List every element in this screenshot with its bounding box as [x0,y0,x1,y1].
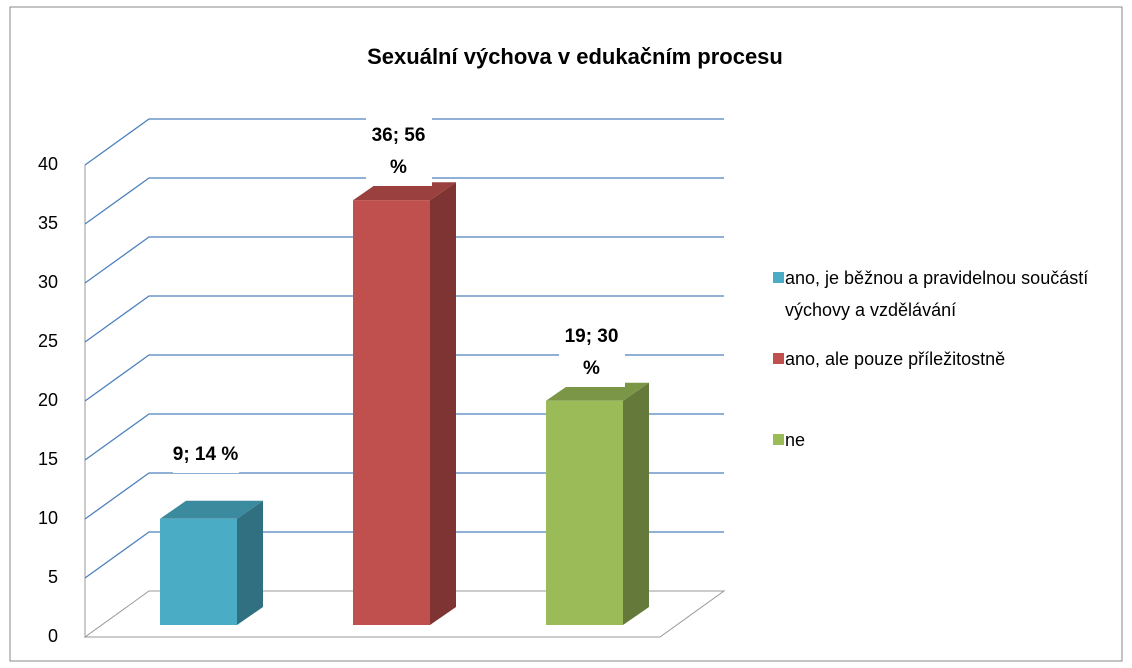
grid-line [84,295,724,343]
grid-line [84,118,724,166]
legend-label: ne [785,430,806,450]
y-tick-label: 10 [38,508,58,528]
y-tick-label: 25 [38,331,58,351]
data-label: 36; 56 % [365,118,432,187]
grid-line [84,177,724,225]
grid-line [84,472,724,520]
bar [160,518,237,625]
bar-side [237,500,263,625]
legend-item: ne [773,424,1123,456]
chart-title: Sexuální výchova v edukačním procesu [367,44,783,69]
y-tick-label: 15 [38,449,58,469]
bar-side [623,382,649,625]
legend-item: ano, ale pouze příležitostně [773,343,1123,375]
legend-label: ano, je běžnou a pravidelnou součástí vý… [785,268,1089,320]
grid-line [84,236,724,284]
bar-side [430,182,456,625]
y-tick-label: 20 [38,390,58,410]
y-tick-label: 30 [38,272,58,292]
y-tick-label: 0 [48,626,58,646]
data-label: 9; 14 % [172,436,239,473]
data-label: 19; 30 % [558,318,625,387]
y-tick-label: 5 [48,567,58,587]
grid-line [84,354,724,402]
bar [353,200,430,625]
grid-line [84,531,724,579]
bar-top [160,500,263,519]
grid-line [84,413,724,461]
legend-swatch [773,434,784,445]
legend-item: ano, je běžnou a pravidelnou součástí vý… [773,262,1123,326]
y-tick-label: 40 [38,154,58,174]
bar-top [353,182,456,201]
legend-label: ano, ale pouze příležitostně [785,349,1006,369]
bar [546,400,623,625]
bar-top [546,382,649,401]
legend-swatch [773,353,784,364]
y-tick-label: 35 [38,213,58,233]
legend-swatch [773,272,784,283]
